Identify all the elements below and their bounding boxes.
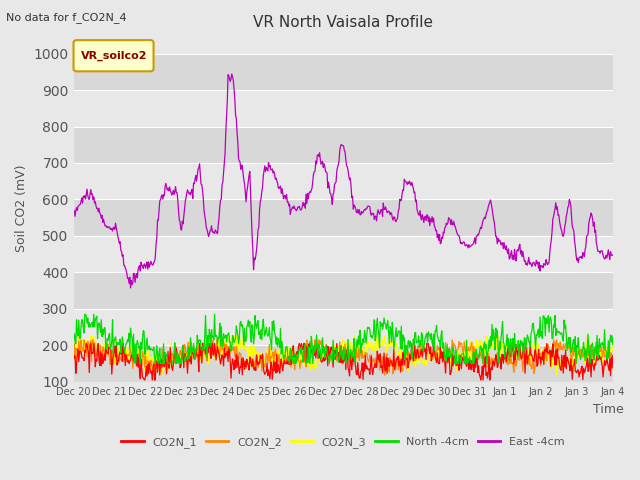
Bar xyxy=(74,127,613,163)
X-axis label: Time: Time xyxy=(593,403,623,416)
Legend: CO2N_1, CO2N_2, CO2N_3, North -4cm, East -4cm: CO2N_1, CO2N_2, CO2N_3, North -4cm, East… xyxy=(117,432,570,453)
Bar xyxy=(74,345,613,382)
Text: VR_soilco2: VR_soilco2 xyxy=(81,50,148,61)
Text: No data for f_CO2N_4: No data for f_CO2N_4 xyxy=(6,12,127,23)
Title: VR North Vaisala Profile: VR North Vaisala Profile xyxy=(253,15,433,30)
Bar xyxy=(74,273,613,309)
Bar xyxy=(74,163,613,200)
Bar xyxy=(74,236,613,273)
Bar xyxy=(74,309,613,345)
Bar xyxy=(74,90,613,127)
Y-axis label: Soil CO2 (mV): Soil CO2 (mV) xyxy=(15,165,28,252)
Bar xyxy=(74,200,613,236)
Bar xyxy=(74,54,613,90)
